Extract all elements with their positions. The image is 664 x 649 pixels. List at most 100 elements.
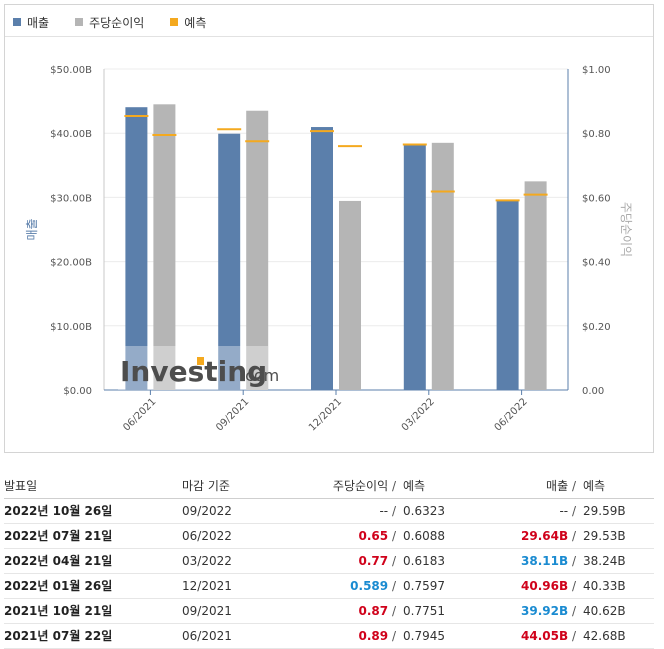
bar-revenue [125, 107, 148, 390]
row-eps: 0.589 / [350, 574, 396, 598]
bar-revenue [218, 133, 241, 390]
header-revenue[interactable]: 매출 / [546, 474, 576, 498]
y-right-tick-label: $0.20 [582, 322, 611, 333]
row-revenue-sep: / [571, 604, 576, 618]
row-revenue: 38.11B / [521, 549, 576, 573]
row-date: 2022년 04월 21일 [4, 554, 113, 568]
y-right-tick-label: 0.00 [582, 386, 604, 397]
row-eps-sep: / [391, 529, 396, 543]
bar-revenue [496, 199, 519, 390]
legend-swatch-forecast [170, 18, 179, 26]
row-eps-forecast: 0.6183 [403, 554, 445, 568]
bar-eps [246, 110, 269, 390]
legend-item-forecast[interactable]: 예측 [170, 14, 206, 31]
row-eps-forecast: 0.7945 [403, 629, 445, 643]
table-row: 2022년 01월 26일 12/2021 0.589 / 0.7597 40.96B … [4, 574, 654, 599]
row-eps: 0.89 / [359, 624, 396, 648]
table-row: 2022년 04월 21일 03/2022 0.77 / 0.6183 38.11B /… [4, 549, 654, 574]
row-eps-forecast: 0.7597 [403, 579, 445, 593]
row-revenue: 40.96B / [521, 574, 576, 598]
row-eps-value: 0.87 [358, 604, 389, 618]
row-revenue-value: 39.92B [521, 604, 569, 618]
chart-legend: 매출 주당순이익 예측 [13, 12, 232, 32]
y-left-tick-label: $0.00 [63, 386, 92, 397]
bar-eps [339, 200, 361, 390]
row-period: 06/2022 [182, 529, 232, 543]
earnings-table: 발표일 마감 기준 주당순이익 / 예측 매출 / 예측 2022년 10월 2… [4, 474, 654, 649]
row-revenue: 39.92B / [521, 599, 576, 623]
header-eps-forecast[interactable]: 예측 [403, 479, 426, 493]
legend-item-eps[interactable]: 주당순이익 [75, 14, 144, 31]
y-left-tick-label: $40.00B [50, 129, 92, 140]
row-revenue: 29.64B / [521, 524, 576, 548]
row-eps-value: 0.89 [358, 629, 389, 643]
earnings-chart: $0.00 0.00 $10.00B $0.20 $20.00B $0.40 $30.00B… [25, 65, 633, 433]
row-eps-sep: / [391, 604, 396, 618]
row-period: 12/2021 [182, 579, 232, 593]
table-row: 2021년 10월 21일 09/2021 0.87 / 0.7751 39.92B /… [4, 599, 654, 624]
row-revenue-sep: / [571, 579, 576, 593]
row-revenue-sep: / [571, 504, 576, 518]
row-eps-sep: / [391, 504, 396, 518]
row-eps: 0.65 / [359, 524, 396, 548]
row-eps: 0.77 / [359, 549, 396, 573]
header-date[interactable]: 발표일 [4, 479, 38, 493]
row-eps-sep: / [391, 629, 396, 643]
header-period[interactable]: 마감 기준 [182, 479, 230, 493]
row-eps-value: 0.589 [350, 579, 389, 593]
table-row: 2021년 07월 22일 06/2021 0.89 / 0.7945 44.05B /… [4, 624, 654, 649]
row-period: 09/2022 [182, 504, 232, 518]
row-revenue: 44.05B / [521, 624, 576, 648]
row-eps: -- / [379, 499, 396, 523]
legend-item-revenue[interactable]: 매출 [13, 14, 49, 31]
y-left-tick-label: $20.00B [50, 258, 92, 269]
legend-label-forecast: 예측 [184, 15, 207, 30]
y-right-tick-label: $0.80 [582, 129, 611, 140]
row-date: 2022년 10월 26일 [4, 504, 113, 518]
row-revenue-sep: / [571, 629, 576, 643]
bar-revenue [403, 145, 426, 390]
table-header-row: 발표일 마감 기준 주당순이익 / 예측 매출 / 예측 [4, 474, 654, 499]
header-eps-label: 주당순이익 [332, 479, 389, 493]
row-date: 2022년 01월 26일 [4, 579, 113, 593]
row-revenue-value: 29.64B [521, 529, 569, 543]
row-eps-value: 0.65 [358, 529, 389, 543]
row-revenue-forecast: 42.68B [583, 629, 626, 643]
y-right-tick-label: $0.60 [582, 193, 611, 204]
legend-label-revenue: 매출 [27, 15, 50, 30]
row-revenue-value: 40.96B [521, 579, 569, 593]
row-revenue: -- / [559, 499, 576, 523]
row-revenue-value: -- [559, 504, 569, 518]
watermark-accent [197, 357, 204, 365]
header-revenue-label: 매출 [546, 479, 569, 493]
row-revenue-forecast: 40.33B [583, 579, 626, 593]
row-period: 09/2021 [182, 604, 232, 618]
x-tick-label: 06/2021 [121, 396, 158, 433]
watermark-backdrop [118, 346, 268, 390]
row-revenue-value: 38.11B [521, 554, 569, 568]
watermark-logo: Investing [120, 355, 267, 388]
y-right-tick-label: $0.40 [582, 258, 611, 269]
row-revenue-forecast: 29.59B [583, 504, 626, 518]
header-eps-sep: / [391, 479, 396, 493]
row-eps-forecast: 0.6323 [403, 504, 445, 518]
bar-eps [524, 181, 547, 390]
y-left-tick-label: $30.00B [50, 193, 92, 204]
bar-eps [431, 142, 454, 390]
row-revenue-value: 44.05B [521, 629, 569, 643]
row-eps: 0.87 / [359, 599, 396, 623]
row-eps-sep: / [391, 554, 396, 568]
legend-swatch-eps [75, 18, 84, 26]
row-eps-sep: / [391, 579, 396, 593]
header-eps[interactable]: 주당순이익 / [333, 474, 396, 498]
row-eps-value: 0.77 [358, 554, 389, 568]
table-body: 2022년 10월 26일 09/2022 -- / 0.6323 -- / 29.59B… [4, 499, 654, 649]
x-tick-label: 03/2022 [400, 396, 437, 433]
legend-label-eps: 주당순이익 [89, 15, 145, 30]
table-row: 2022년 10월 26일 09/2022 -- / 0.6323 -- / 29.59B [4, 499, 654, 524]
row-revenue-forecast: 38.24B [583, 554, 626, 568]
y-right-axis-title: 주당순이익 [619, 202, 633, 257]
row-date: 2021년 10월 21일 [4, 604, 113, 618]
table-row: 2022년 07월 21일 06/2022 0.65 / 0.6088 29.64B /… [4, 524, 654, 549]
header-revenue-forecast[interactable]: 예측 [583, 479, 606, 493]
